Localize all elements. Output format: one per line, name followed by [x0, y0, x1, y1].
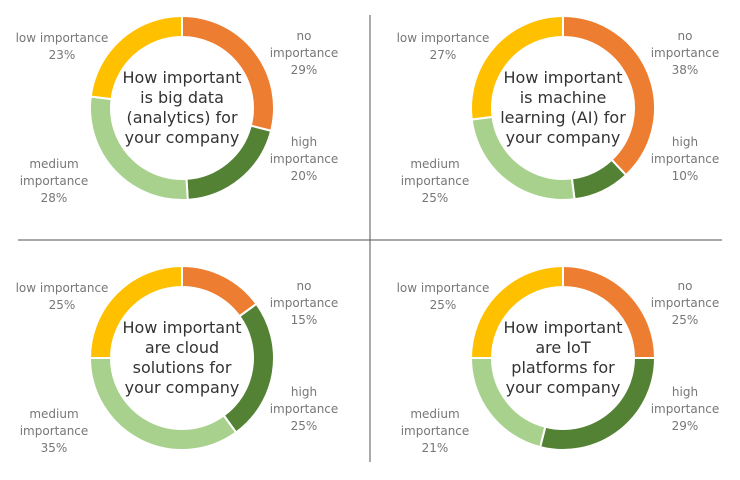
chart-title: How important is machine learning (AI) f…: [500, 68, 626, 147]
donut-segment: [469, 264, 564, 359]
category-label: high importance: [269, 135, 339, 166]
value-label: 21%: [421, 441, 449, 455]
value-label: 10%: [671, 169, 699, 183]
category-label: no importance: [269, 29, 339, 60]
value-label: 35%: [40, 441, 68, 455]
donut-segment: [88, 264, 183, 359]
data-label: medium importance 25%: [390, 156, 480, 207]
data-label: high importance 29%: [640, 384, 730, 435]
category-label: medium importance: [400, 157, 470, 188]
value-label: 27%: [429, 48, 457, 62]
chart-title: How important is big data (analytics) fo…: [122, 68, 242, 147]
category-label: high importance: [650, 385, 720, 416]
category-label: medium importance: [400, 407, 470, 438]
category-label: medium importance: [19, 157, 89, 188]
value-label: 25%: [48, 298, 76, 312]
data-label: high importance 10%: [640, 134, 730, 185]
value-label: 23%: [48, 48, 76, 62]
data-label: low importance 25%: [388, 280, 498, 314]
value-label: 25%: [290, 419, 318, 433]
value-label: 29%: [290, 63, 318, 77]
category-label: low importance: [396, 281, 490, 295]
data-label: no importance 15%: [264, 278, 344, 329]
value-label: 29%: [671, 419, 699, 433]
category-label: high importance: [650, 135, 720, 166]
category-label: low importance: [396, 31, 490, 45]
value-label: 25%: [421, 191, 449, 205]
chart-title: How important are cloud solutions for yo…: [122, 318, 242, 397]
category-label: low importance: [15, 31, 109, 45]
chart-title: How important are IoT platforms for your…: [503, 318, 623, 397]
category-label: medium importance: [19, 407, 89, 438]
data-label: no importance 25%: [645, 278, 725, 329]
value-label: 20%: [290, 169, 318, 183]
value-label: 25%: [671, 313, 699, 327]
data-label: high importance 25%: [259, 384, 349, 435]
category-label: low importance: [15, 281, 109, 295]
value-label: 15%: [290, 313, 318, 327]
category-label: high importance: [269, 385, 339, 416]
value-label: 25%: [429, 298, 457, 312]
data-label: low importance 25%: [7, 280, 117, 314]
data-label: no importance 38%: [645, 28, 725, 79]
data-label: medium importance 21%: [390, 406, 480, 457]
category-label: no importance: [650, 29, 720, 60]
donut-segment: [470, 14, 564, 121]
value-label: 28%: [40, 191, 68, 205]
donut-segment: [89, 14, 183, 101]
donut-segment: [570, 158, 628, 201]
data-label: medium importance 35%: [9, 406, 99, 457]
data-label: low importance 27%: [388, 30, 498, 64]
data-label: no importance 29%: [264, 28, 344, 79]
category-label: no importance: [650, 279, 720, 310]
data-label: high importance 20%: [259, 134, 349, 185]
data-label: medium importance 28%: [9, 156, 99, 207]
category-label: no importance: [269, 279, 339, 310]
value-label: 38%: [671, 63, 699, 77]
data-label: low importance 23%: [7, 30, 117, 64]
donut-segment: [181, 264, 258, 318]
